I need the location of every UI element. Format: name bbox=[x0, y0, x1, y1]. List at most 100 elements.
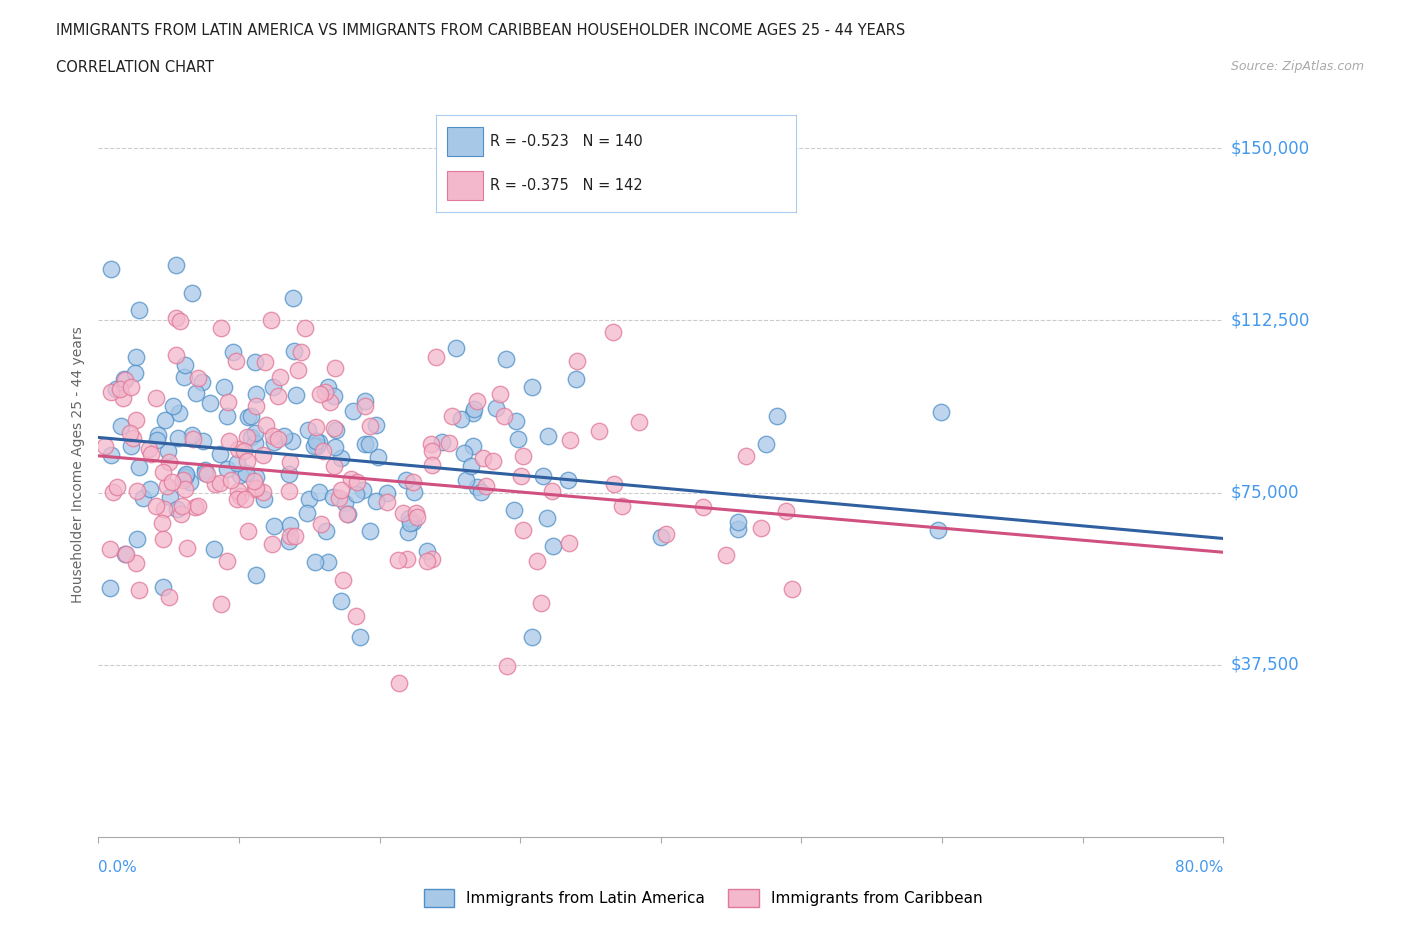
Point bbox=[749, 520, 772, 535]
Point bbox=[132, 490, 155, 505]
Point bbox=[322, 389, 344, 404]
Point bbox=[105, 479, 128, 494]
Point bbox=[229, 488, 252, 503]
Point bbox=[322, 489, 344, 504]
Point bbox=[253, 491, 276, 506]
Point bbox=[262, 379, 284, 394]
Point bbox=[169, 314, 191, 329]
Point bbox=[297, 423, 319, 438]
Point bbox=[146, 432, 169, 447]
Point bbox=[627, 415, 650, 430]
Text: 80.0%: 80.0% bbox=[1175, 860, 1223, 875]
Point bbox=[152, 464, 174, 479]
Point bbox=[305, 419, 328, 434]
Point bbox=[337, 507, 360, 522]
Point bbox=[294, 321, 316, 336]
Point bbox=[157, 589, 180, 604]
Point bbox=[588, 423, 610, 438]
Point bbox=[332, 573, 354, 588]
Point bbox=[156, 478, 179, 493]
Point bbox=[398, 511, 420, 525]
Text: 0.0%: 0.0% bbox=[98, 860, 138, 875]
Point bbox=[603, 476, 626, 491]
Point bbox=[166, 431, 188, 445]
Point bbox=[475, 479, 498, 494]
Point bbox=[323, 440, 346, 455]
Point bbox=[115, 547, 138, 562]
Point bbox=[184, 386, 207, 401]
Point bbox=[245, 387, 267, 402]
Point bbox=[330, 483, 353, 498]
Point bbox=[495, 352, 517, 367]
Point bbox=[304, 554, 326, 569]
Point bbox=[323, 361, 346, 376]
Point bbox=[333, 496, 356, 511]
Point bbox=[489, 387, 512, 402]
Point bbox=[122, 431, 145, 445]
Point bbox=[530, 595, 553, 610]
Point bbox=[465, 393, 488, 408]
Point bbox=[146, 428, 169, 443]
Point bbox=[340, 472, 363, 486]
Point bbox=[181, 432, 204, 446]
Point bbox=[278, 528, 301, 543]
Point bbox=[159, 455, 181, 470]
Point bbox=[226, 491, 249, 506]
Point bbox=[395, 473, 418, 488]
Point bbox=[187, 498, 209, 513]
Point bbox=[278, 484, 301, 498]
Text: IMMIGRANTS FROM LATIN AMERICA VS IMMIGRANTS FROM CARIBBEAN HOUSEHOLDER INCOME AG: IMMIGRANTS FROM LATIN AMERICA VS IMMIGRA… bbox=[56, 23, 905, 38]
Point bbox=[470, 485, 492, 499]
Point bbox=[654, 526, 676, 541]
Point bbox=[463, 405, 485, 420]
Point bbox=[714, 548, 737, 563]
Point bbox=[295, 506, 318, 521]
Point bbox=[162, 399, 184, 414]
Point bbox=[602, 325, 624, 339]
Point bbox=[94, 438, 117, 453]
Point bbox=[396, 552, 419, 567]
Point bbox=[329, 593, 352, 608]
Point bbox=[305, 433, 328, 448]
Point bbox=[510, 469, 533, 484]
Point bbox=[322, 420, 344, 435]
Point bbox=[323, 459, 346, 474]
Point bbox=[440, 408, 463, 423]
Point bbox=[152, 579, 174, 594]
Point bbox=[278, 517, 301, 532]
Point bbox=[176, 540, 198, 555]
Point bbox=[240, 430, 263, 445]
Point bbox=[219, 472, 242, 487]
Point bbox=[245, 398, 267, 413]
Point bbox=[281, 291, 304, 306]
Point bbox=[405, 506, 427, 521]
Point bbox=[256, 418, 278, 432]
Point bbox=[318, 379, 340, 394]
Point bbox=[526, 553, 548, 568]
Point bbox=[198, 396, 221, 411]
Point bbox=[262, 429, 284, 444]
Point bbox=[260, 312, 283, 327]
Point bbox=[170, 506, 193, 521]
Point bbox=[612, 498, 634, 513]
Point bbox=[208, 446, 231, 461]
Point bbox=[558, 536, 581, 551]
Point bbox=[308, 387, 330, 402]
Point bbox=[531, 468, 554, 483]
Point bbox=[387, 552, 409, 567]
Point bbox=[245, 469, 267, 484]
Point bbox=[522, 379, 544, 394]
Point bbox=[353, 437, 375, 452]
Point bbox=[215, 553, 238, 568]
Point bbox=[325, 423, 347, 438]
Point bbox=[505, 414, 527, 429]
Point bbox=[416, 544, 439, 559]
Point bbox=[503, 503, 526, 518]
Point bbox=[494, 409, 516, 424]
Point bbox=[166, 501, 188, 516]
Point bbox=[127, 484, 149, 498]
Point bbox=[402, 514, 425, 529]
Point bbox=[245, 354, 267, 369]
Point bbox=[184, 499, 207, 514]
Point bbox=[328, 491, 350, 506]
